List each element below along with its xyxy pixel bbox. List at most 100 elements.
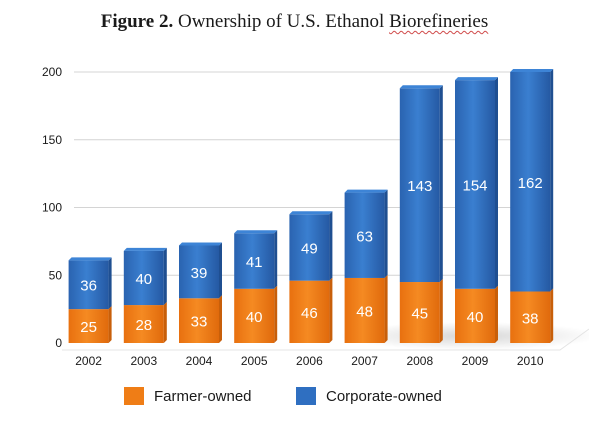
bar-corporate-2007 bbox=[344, 192, 385, 278]
bar-group-2005 bbox=[234, 230, 278, 343]
data-label-corporate-2009: 154 bbox=[462, 177, 487, 194]
data-label-farmer-2009: 40 bbox=[467, 309, 484, 326]
bars bbox=[68, 69, 554, 343]
bar-corporate-2010 bbox=[510, 72, 551, 292]
bar-corporate-side bbox=[219, 242, 222, 299]
y-tick-label: 50 bbox=[49, 268, 63, 282]
legend-swatch-farmer bbox=[124, 387, 144, 405]
data-label-farmer-2008: 45 bbox=[411, 306, 428, 323]
bar-top-cap bbox=[179, 242, 222, 246]
data-label-farmer-2005: 40 bbox=[246, 309, 263, 326]
bar-farmer-2006 bbox=[289, 280, 330, 343]
legend-item-corporate: Corporate-owned bbox=[296, 383, 442, 409]
data-label-farmer-2007: 48 bbox=[356, 303, 373, 320]
bar-group-2009 bbox=[455, 77, 498, 343]
legend-label-farmer: Farmer-owned bbox=[154, 387, 252, 405]
bar-group-2008 bbox=[399, 85, 443, 343]
bar-corporate-2005 bbox=[234, 233, 275, 289]
bar-corporate-2002 bbox=[68, 260, 109, 310]
bar-top-cap bbox=[455, 77, 498, 81]
y-tick-label: 100 bbox=[42, 201, 62, 215]
figure-title: Figure 2. Ownership of U.S. Ethanol Bior… bbox=[0, 11, 589, 33]
x-tick-label-2003: 2003 bbox=[130, 354, 157, 368]
bar-corporate-2006 bbox=[289, 214, 330, 281]
y-axis-ticks: 0 50 100 150 200 bbox=[42, 65, 62, 350]
bar-corporate-side bbox=[550, 69, 554, 292]
bar-farmer-2007 bbox=[344, 277, 385, 343]
bar-corporate-side bbox=[329, 211, 333, 281]
bar-farmer-2002 bbox=[68, 309, 109, 343]
bar-corporate-2008 bbox=[399, 88, 440, 283]
bar-farmer-2008 bbox=[399, 282, 440, 343]
x-tick-label-2006: 2006 bbox=[296, 354, 323, 368]
bar-farmer-side bbox=[550, 288, 554, 343]
bar-group-2006 bbox=[289, 211, 333, 343]
data-label-farmer-2002: 25 bbox=[80, 319, 97, 336]
bar-group-2003 bbox=[123, 247, 167, 343]
bar-top-cap bbox=[234, 230, 278, 234]
data-label-corporate-2005: 41 bbox=[246, 254, 263, 271]
bar-farmer-side bbox=[439, 279, 443, 343]
data-label-farmer-2010: 38 bbox=[522, 310, 539, 327]
bar-farmer-side bbox=[163, 302, 167, 343]
bar-corporate-side bbox=[495, 77, 498, 289]
bar-farmer-side bbox=[274, 285, 278, 343]
bar-top-cap bbox=[123, 247, 167, 251]
legend-swatch-corporate bbox=[296, 387, 316, 405]
bar-farmer-2010 bbox=[510, 291, 551, 343]
x-tick-label-2009: 2009 bbox=[462, 354, 489, 368]
bar-top-cap bbox=[289, 211, 333, 215]
y-tick-label: 0 bbox=[55, 336, 62, 350]
figure-title-prefix: Figure 2. bbox=[100, 11, 174, 32]
data-label-corporate-2003: 40 bbox=[135, 271, 152, 288]
bar-top-cap bbox=[510, 69, 554, 72]
y-tick-label: 150 bbox=[42, 133, 62, 147]
bar-group-2002 bbox=[68, 257, 112, 343]
x-tick-label-2008: 2008 bbox=[406, 354, 433, 368]
bar-farmer-side bbox=[384, 274, 388, 343]
bar-corporate-side bbox=[439, 85, 443, 283]
bar-corporate-side bbox=[274, 230, 278, 289]
bar-corporate-side bbox=[384, 189, 388, 278]
legend-label-corporate: Corporate-owned bbox=[326, 387, 442, 405]
bar-corporate-2003 bbox=[123, 250, 164, 306]
bar-data-labels: 25 36 28 40 33 39 40 41 46 49 48 63 45 143 40 154 38 162 bbox=[80, 175, 542, 336]
legend-item-farmer: Farmer-owned bbox=[124, 383, 252, 409]
x-tick-label-2010: 2010 bbox=[517, 354, 544, 368]
bar-farmer-side bbox=[108, 306, 112, 343]
x-tick-label-2004: 2004 bbox=[186, 354, 213, 368]
data-label-corporate-2006: 49 bbox=[301, 240, 318, 257]
x-tick-label-2007: 2007 bbox=[351, 354, 378, 368]
data-label-corporate-2010: 162 bbox=[518, 175, 543, 192]
bar-group-2004 bbox=[179, 242, 222, 343]
bar-group-2007 bbox=[344, 189, 388, 343]
bar-farmer-2004 bbox=[179, 298, 219, 343]
legend: Farmer-owned Corporate-owned bbox=[0, 383, 589, 409]
x-axis-ticks: 2002 2003 2004 2005 2006 2007 2008 2009 2010 bbox=[75, 354, 544, 368]
bar-farmer-2009 bbox=[455, 288, 495, 343]
bar-top-cap bbox=[68, 257, 112, 261]
figure-title-text: Ownership of U.S. Ethanol bbox=[177, 11, 390, 32]
bar-farmer-side bbox=[329, 277, 333, 343]
bar-farmer-side bbox=[219, 295, 222, 343]
data-label-corporate-2004: 39 bbox=[191, 265, 208, 282]
bar-corporate-side bbox=[108, 257, 112, 310]
bar-farmer-2003 bbox=[123, 305, 164, 343]
bar-farmer-side bbox=[495, 285, 498, 343]
x-tick-label-2005: 2005 bbox=[241, 354, 268, 368]
floor-edge bbox=[62, 328, 589, 351]
y-tick-label: 200 bbox=[42, 65, 62, 79]
data-label-farmer-2004: 33 bbox=[191, 314, 208, 331]
data-label-corporate-2002: 36 bbox=[80, 278, 97, 295]
data-label-farmer-2006: 46 bbox=[301, 305, 318, 322]
bar-farmer-2005 bbox=[234, 288, 275, 343]
figure-title-underlined-word: Biorefineries bbox=[389, 11, 489, 32]
data-label-farmer-2003: 28 bbox=[135, 317, 152, 334]
data-label-corporate-2008: 143 bbox=[407, 178, 432, 195]
bar-corporate-side bbox=[163, 247, 167, 306]
bar-top-cap bbox=[344, 189, 388, 193]
bar-top-cap bbox=[399, 85, 443, 89]
bar-corporate-2004 bbox=[179, 245, 219, 299]
bar-corporate-2009 bbox=[455, 80, 495, 289]
